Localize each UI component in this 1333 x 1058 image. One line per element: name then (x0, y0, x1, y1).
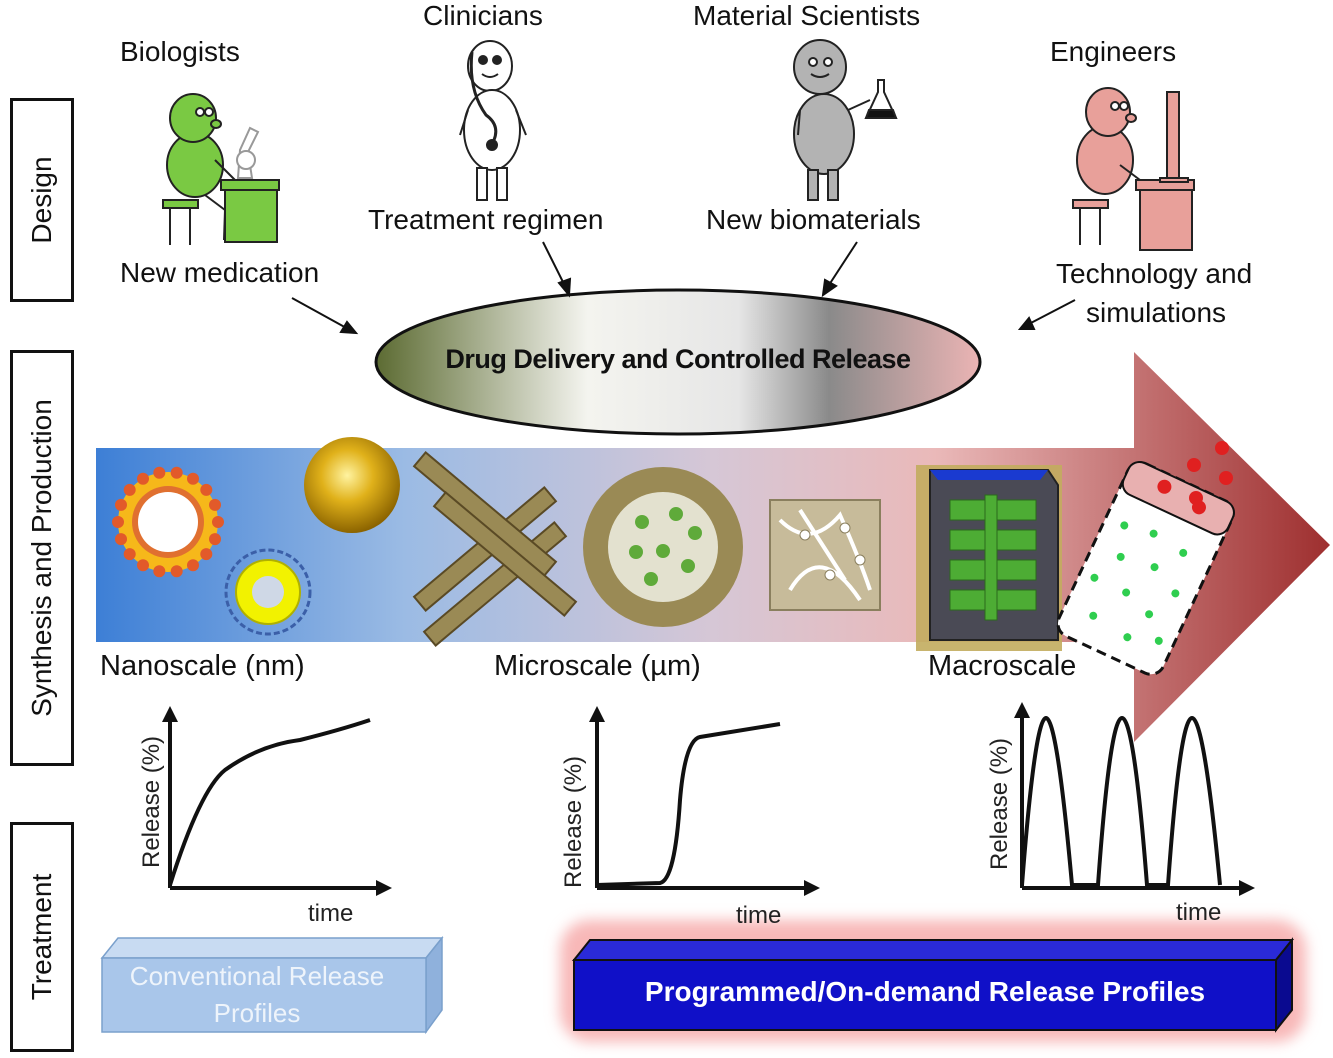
liposome-head (200, 548, 213, 561)
technology-label-line2: simulations (1086, 297, 1227, 328)
programmed-box-label: Programmed/On-demand Release Profiles (644, 976, 1206, 1007)
liposome-head (123, 483, 136, 496)
liposome-head (137, 472, 149, 485)
pulsatile-xlabel: time (1176, 899, 1222, 926)
liposome-head (112, 516, 124, 528)
central-ellipse (374, 288, 982, 436)
liposome-head (115, 498, 127, 511)
design-stage-box: Design (10, 98, 74, 302)
liposome-head (200, 483, 213, 496)
clinicians-label: Clinicians (423, 0, 543, 31)
macroscale-label: Macroscale (928, 650, 1077, 682)
new-medication-label: New medication (120, 257, 320, 288)
mesh-scaffold (412, 451, 578, 647)
sigmoidal-xlabel: time (736, 902, 782, 929)
conventional-box-line1: Conventional Release (129, 961, 385, 991)
liposome-head (153, 565, 166, 578)
conventional-box-shape (100, 935, 444, 1035)
liposome-head (187, 472, 199, 485)
clinician-figure (459, 40, 527, 201)
liposome-head (209, 498, 221, 511)
microsphere (583, 467, 743, 627)
liposome-head (170, 565, 183, 578)
material-scientist-figure (793, 39, 898, 201)
new-biomaterials-label: New biomaterials (706, 204, 921, 235)
microscale-label: Microscale (µm) (494, 650, 701, 682)
liposome-head (170, 466, 183, 479)
liposome-head (187, 559, 199, 572)
central-title: Drug Delivery and Controlled Release (445, 344, 911, 374)
design-arrows (291, 241, 1076, 335)
biologists-label: Biologists (120, 36, 240, 67)
nanoscale-label: Nanoscale (nm) (100, 650, 305, 682)
treatment-regimen-label: Treatment regimen (368, 204, 604, 235)
treatment-stage-box: Treatment (10, 822, 74, 1052)
material-scientists-label: Material Scientists (693, 0, 921, 31)
gold-nanoparticle (304, 437, 400, 533)
conventional-xlabel: time (308, 900, 354, 927)
engineers-label: Engineers (1050, 36, 1177, 67)
conventional-release-graph (162, 706, 392, 896)
liposome-head (212, 516, 224, 528)
liposome-head (115, 533, 127, 546)
synthesis-stage-box: Synthesis and Production (10, 350, 74, 766)
liposome-head (153, 466, 166, 479)
biologist-figure (162, 93, 280, 245)
liposome-head (209, 533, 221, 546)
hydrogel-cube (769, 499, 881, 611)
liposome-head (123, 548, 136, 561)
pulsatile-release-graph (1014, 702, 1255, 896)
micelle-particle (224, 548, 312, 636)
pulsatile-ylabel: Release (%) (986, 737, 1013, 870)
capsule-device (1056, 461, 1235, 676)
conventional-ylabel: Release (%) (138, 735, 165, 868)
programmed-box-shape (560, 920, 1306, 1042)
sigmoidal-release-graph (589, 706, 820, 896)
engineer-figure (1072, 87, 1195, 251)
conventional-box-label: Conventional Release Profiles (102, 958, 412, 1032)
liposome-particle (112, 466, 224, 578)
implant-device (916, 465, 1062, 651)
sigmoidal-ylabel: Release (%) (560, 755, 587, 888)
technology-label-line1: Technology and (1056, 258, 1253, 289)
liposome-head (137, 559, 149, 572)
conventional-box-line2: Profiles (213, 998, 301, 1028)
released-drug-dots (1187, 441, 1233, 505)
